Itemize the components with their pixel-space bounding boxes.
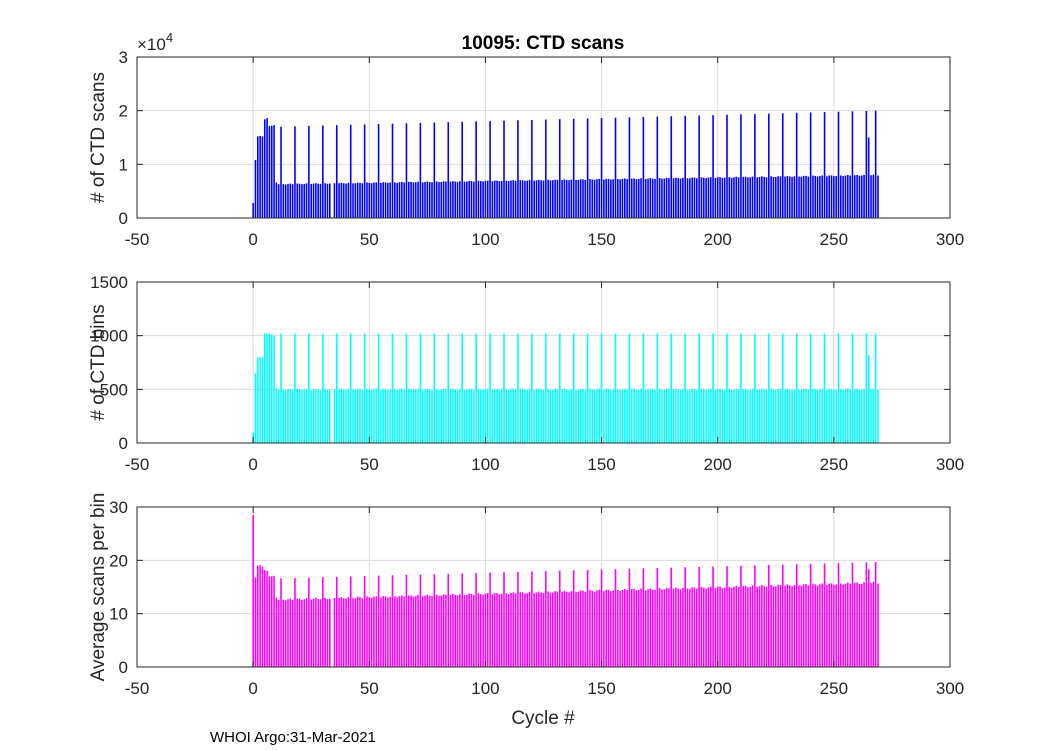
axes-frame [136,56,951,219]
bar-series [252,333,879,443]
y-tick-label: 0 [119,434,128,453]
x-tick-label: 300 [936,230,964,249]
x-tick-label: -50 [125,455,150,474]
x-tick-label: 100 [471,679,499,698]
x-tick-label: 150 [587,679,615,698]
scans-panel: -50 0 50 100 150 200 250 300 0 1 2 3 ×104 # of CTD sc… [88,30,964,249]
x-tick-label: -50 [125,230,150,249]
y-exponent-label: ×104 [137,30,173,54]
x-tick-label: 100 [471,230,499,249]
x-tick-label: 0 [248,679,257,698]
x-tick-label: -50 [125,679,150,698]
bins-panel: -50 0 50 100 150 200 250 300 0 500 1000 1500 # of CT… [88,273,964,474]
x-tick-label: 250 [820,679,848,698]
y-axis-label: Average scans per bin [88,493,109,682]
y-tick-label: 30 [109,498,128,517]
x-tick-label: 250 [820,455,848,474]
x-tick-label: 300 [936,455,964,474]
y-tick-label: 500 [100,380,128,399]
x-tick-label: 150 [587,230,615,249]
chart-title: 10095: CTD scans [462,33,625,54]
footer-text: WHOI Argo:31-Mar-2021 [210,729,376,746]
y-tick-label: 0 [119,209,128,228]
x-tick-label: 200 [704,679,732,698]
x-tick-label: 50 [360,679,379,698]
bar-series [252,515,879,667]
y-tick-label: 20 [109,551,128,570]
bar-series [252,110,879,218]
y-tick-label: 1500 [90,273,128,292]
x-tick-label: 200 [704,230,732,249]
axes-frame [136,281,951,444]
x-axis-label: Cycle # [511,708,575,729]
y-tick-label: 1 [119,155,128,174]
x-tick-label: 50 [360,455,379,474]
x-tick-label: 200 [704,455,732,474]
x-tick-label: 0 [248,455,257,474]
x-tick-label: 0 [248,230,257,249]
y-tick-label: 3 [119,48,128,67]
y-tick-label: 1000 [90,327,128,346]
y-tick-label: 2 [119,102,128,121]
x-tick-label: 250 [820,230,848,249]
y-axis-label: # of CTD scans [88,72,109,203]
y-axis-label: # of CTD bins [88,304,109,420]
y-tick-label: 0 [119,658,128,677]
y-exponent-value: 4 [166,30,173,45]
axes-frame [136,506,951,668]
x-tick-label: 100 [471,455,499,474]
x-tick-label: 50 [360,230,379,249]
x-tick-label: 300 [936,679,964,698]
x-tick-label: 150 [587,455,615,474]
y-tick-label: 10 [109,605,128,624]
